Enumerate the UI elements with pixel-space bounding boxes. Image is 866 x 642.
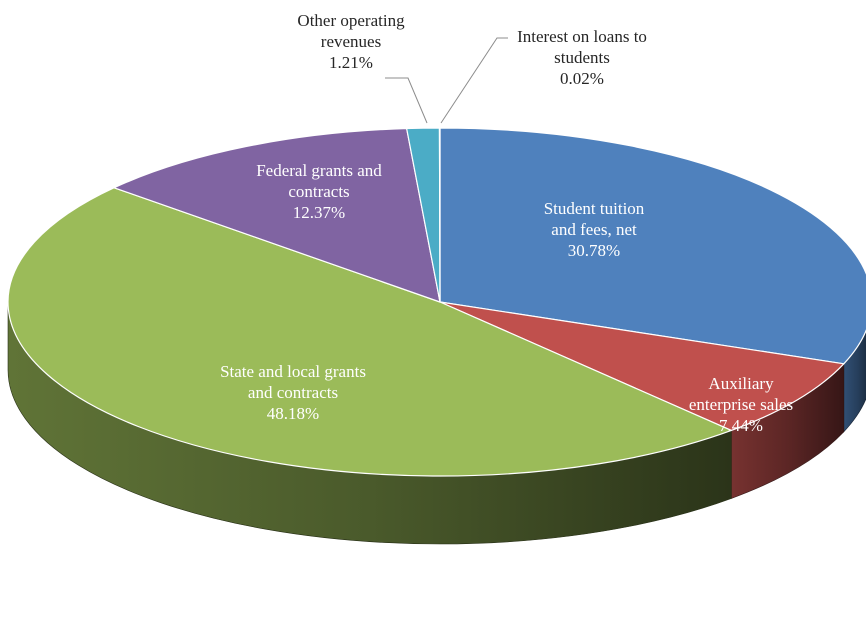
pie-slice-auxiliary-enterprise-sales [439,301,845,432]
pie-slice-student-tuition-and-fees-net [439,127,866,365]
pie-slice-interest-on-loans-to-students [438,127,441,303]
data-label-text: and fees, net [551,220,637,239]
data-label-federal-grants-and-contracts: Federal grants and contracts 12.37% [256,161,382,222]
data-label-text: students [554,48,610,67]
data-label-text: State and local grants [220,362,366,381]
data-label-text: enterprise sales [689,395,793,414]
data-label-value: 1.21% [329,53,373,72]
data-label-text: revenues [321,32,381,51]
data-label-text: Other operating [297,11,405,30]
data-label-interest-on-loans-to-students: Interest on loans to students 0.02% [517,27,647,88]
leader-line-other-operating-revenues [385,77,428,124]
leader-line-interest-on-loans-to-students [440,37,508,124]
leader-lines [385,37,508,124]
data-label-text: and contracts [248,383,338,402]
data-label-other-operating-revenues: Other operating revenues 1.21% [297,11,405,72]
data-label-value: 12.37% [293,203,345,222]
data-label-text: Interest on loans to [517,27,647,46]
data-label-value: 30.78% [568,241,620,260]
data-labels: Student tuition and fees, net 30.78% Auxili… [220,11,793,435]
pie-slice-federal-grants-and-contracts [113,127,441,303]
data-label-value: 7.44% [719,416,763,435]
pie-top-faces [7,127,866,477]
data-label-text: Auxiliary [708,374,774,393]
data-label-text: Federal grants and [256,161,382,180]
data-label-text: Student tuition [544,199,645,218]
data-label-value: 48.18% [267,404,319,423]
data-label-student-tuition-and-fees-net: Student tuition and fees, net 30.78% [544,199,645,260]
data-label-text: contracts [288,182,349,201]
data-label-state-and-local-grants-and-contracts: State and local grants and contracts 48.18… [220,362,366,423]
pie-slice-state-and-local-grants-and-contracts [7,187,732,477]
data-label-value: 0.02% [560,69,604,88]
data-label-auxiliary-enterprise-sales: Auxiliary enterprise sales 7.44% [689,374,793,435]
